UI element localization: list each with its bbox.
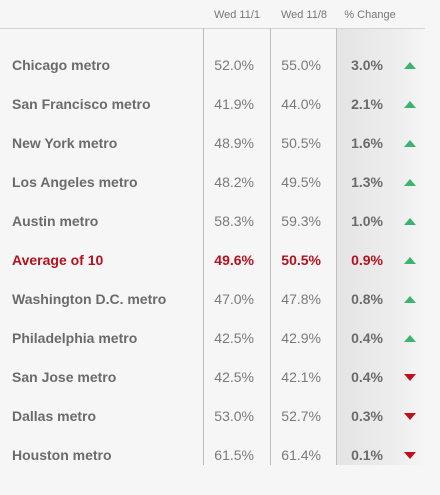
value-cell: 52.7%	[281, 408, 321, 424]
column-header: Wed 11/1	[213, 9, 261, 21]
row-name: San Jose metro	[12, 369, 117, 385]
row-name: Los Angeles metro	[12, 174, 138, 190]
trend-arrow	[404, 413, 416, 420]
value-cell: 47.8%	[281, 291, 321, 307]
trend-arrow	[404, 257, 416, 264]
change-cell: 0.8%	[351, 291, 383, 307]
trend-arrow	[404, 218, 416, 225]
trend-arrow	[404, 335, 416, 342]
value-cell: 49.6%	[214, 252, 254, 268]
trend-arrow	[404, 179, 416, 186]
trend-arrow	[404, 374, 416, 381]
row-name: Austin metro	[12, 213, 99, 229]
value-cell: 58.3%	[214, 213, 254, 229]
row-name: Washington D.C. metro	[12, 291, 167, 307]
trend-arrow	[404, 296, 416, 303]
value-cell: 42.5%	[214, 369, 254, 385]
change-cell: 0.4%	[351, 330, 383, 346]
value-cell: 42.9%	[281, 330, 321, 346]
change-cell: 0.9%	[351, 252, 383, 268]
change-cell: 2.1%	[351, 96, 383, 112]
trend-arrow	[404, 101, 416, 108]
row-name: Philadelphia metro	[12, 330, 138, 346]
value-cell: 49.5%	[281, 174, 321, 190]
row-name: Dallas metro	[12, 408, 97, 424]
column-rule	[336, 28, 337, 465]
trend-arrow	[404, 62, 416, 69]
change-cell: 1.3%	[351, 174, 383, 190]
value-cell: 50.5%	[281, 252, 321, 268]
change-cell: 0.3%	[351, 408, 383, 424]
value-cell: 55.0%	[281, 57, 321, 73]
change-shade	[336, 28, 426, 465]
value-cell: 53.0%	[214, 408, 254, 424]
row-name: Average of 10	[12, 252, 104, 268]
change-cell: 3.0%	[351, 57, 383, 73]
column-rule	[203, 28, 204, 465]
value-cell: 47.0%	[214, 291, 254, 307]
change-cell: 0.1%	[351, 447, 383, 463]
row-name: San Francisco metro	[12, 96, 151, 112]
value-cell: 42.1%	[281, 369, 321, 385]
change-cell: 1.6%	[351, 135, 383, 151]
row-name: Houston metro	[12, 447, 112, 463]
change-cell: 1.0%	[351, 213, 383, 229]
trend-arrow	[404, 140, 416, 147]
row-name: Chicago metro	[12, 57, 111, 73]
column-rule	[270, 28, 271, 465]
value-cell: 48.9%	[214, 135, 254, 151]
value-cell: 50.5%	[281, 135, 321, 151]
value-cell: 59.3%	[281, 213, 321, 229]
trend-arrow	[404, 452, 416, 459]
column-header: % Change	[344, 9, 396, 21]
change-cell: 0.4%	[351, 369, 383, 385]
value-cell: 48.2%	[214, 174, 254, 190]
value-cell: 61.4%	[281, 447, 321, 463]
value-cell: 44.0%	[281, 96, 321, 112]
value-cell: 41.9%	[214, 96, 254, 112]
value-cell: 52.0%	[214, 57, 254, 73]
value-cell: 42.5%	[214, 330, 254, 346]
column-header: Wed 11/8	[280, 9, 328, 21]
header-rule	[0, 28, 425, 29]
value-cell: 61.5%	[214, 447, 254, 463]
row-name: New York metro	[12, 135, 118, 151]
